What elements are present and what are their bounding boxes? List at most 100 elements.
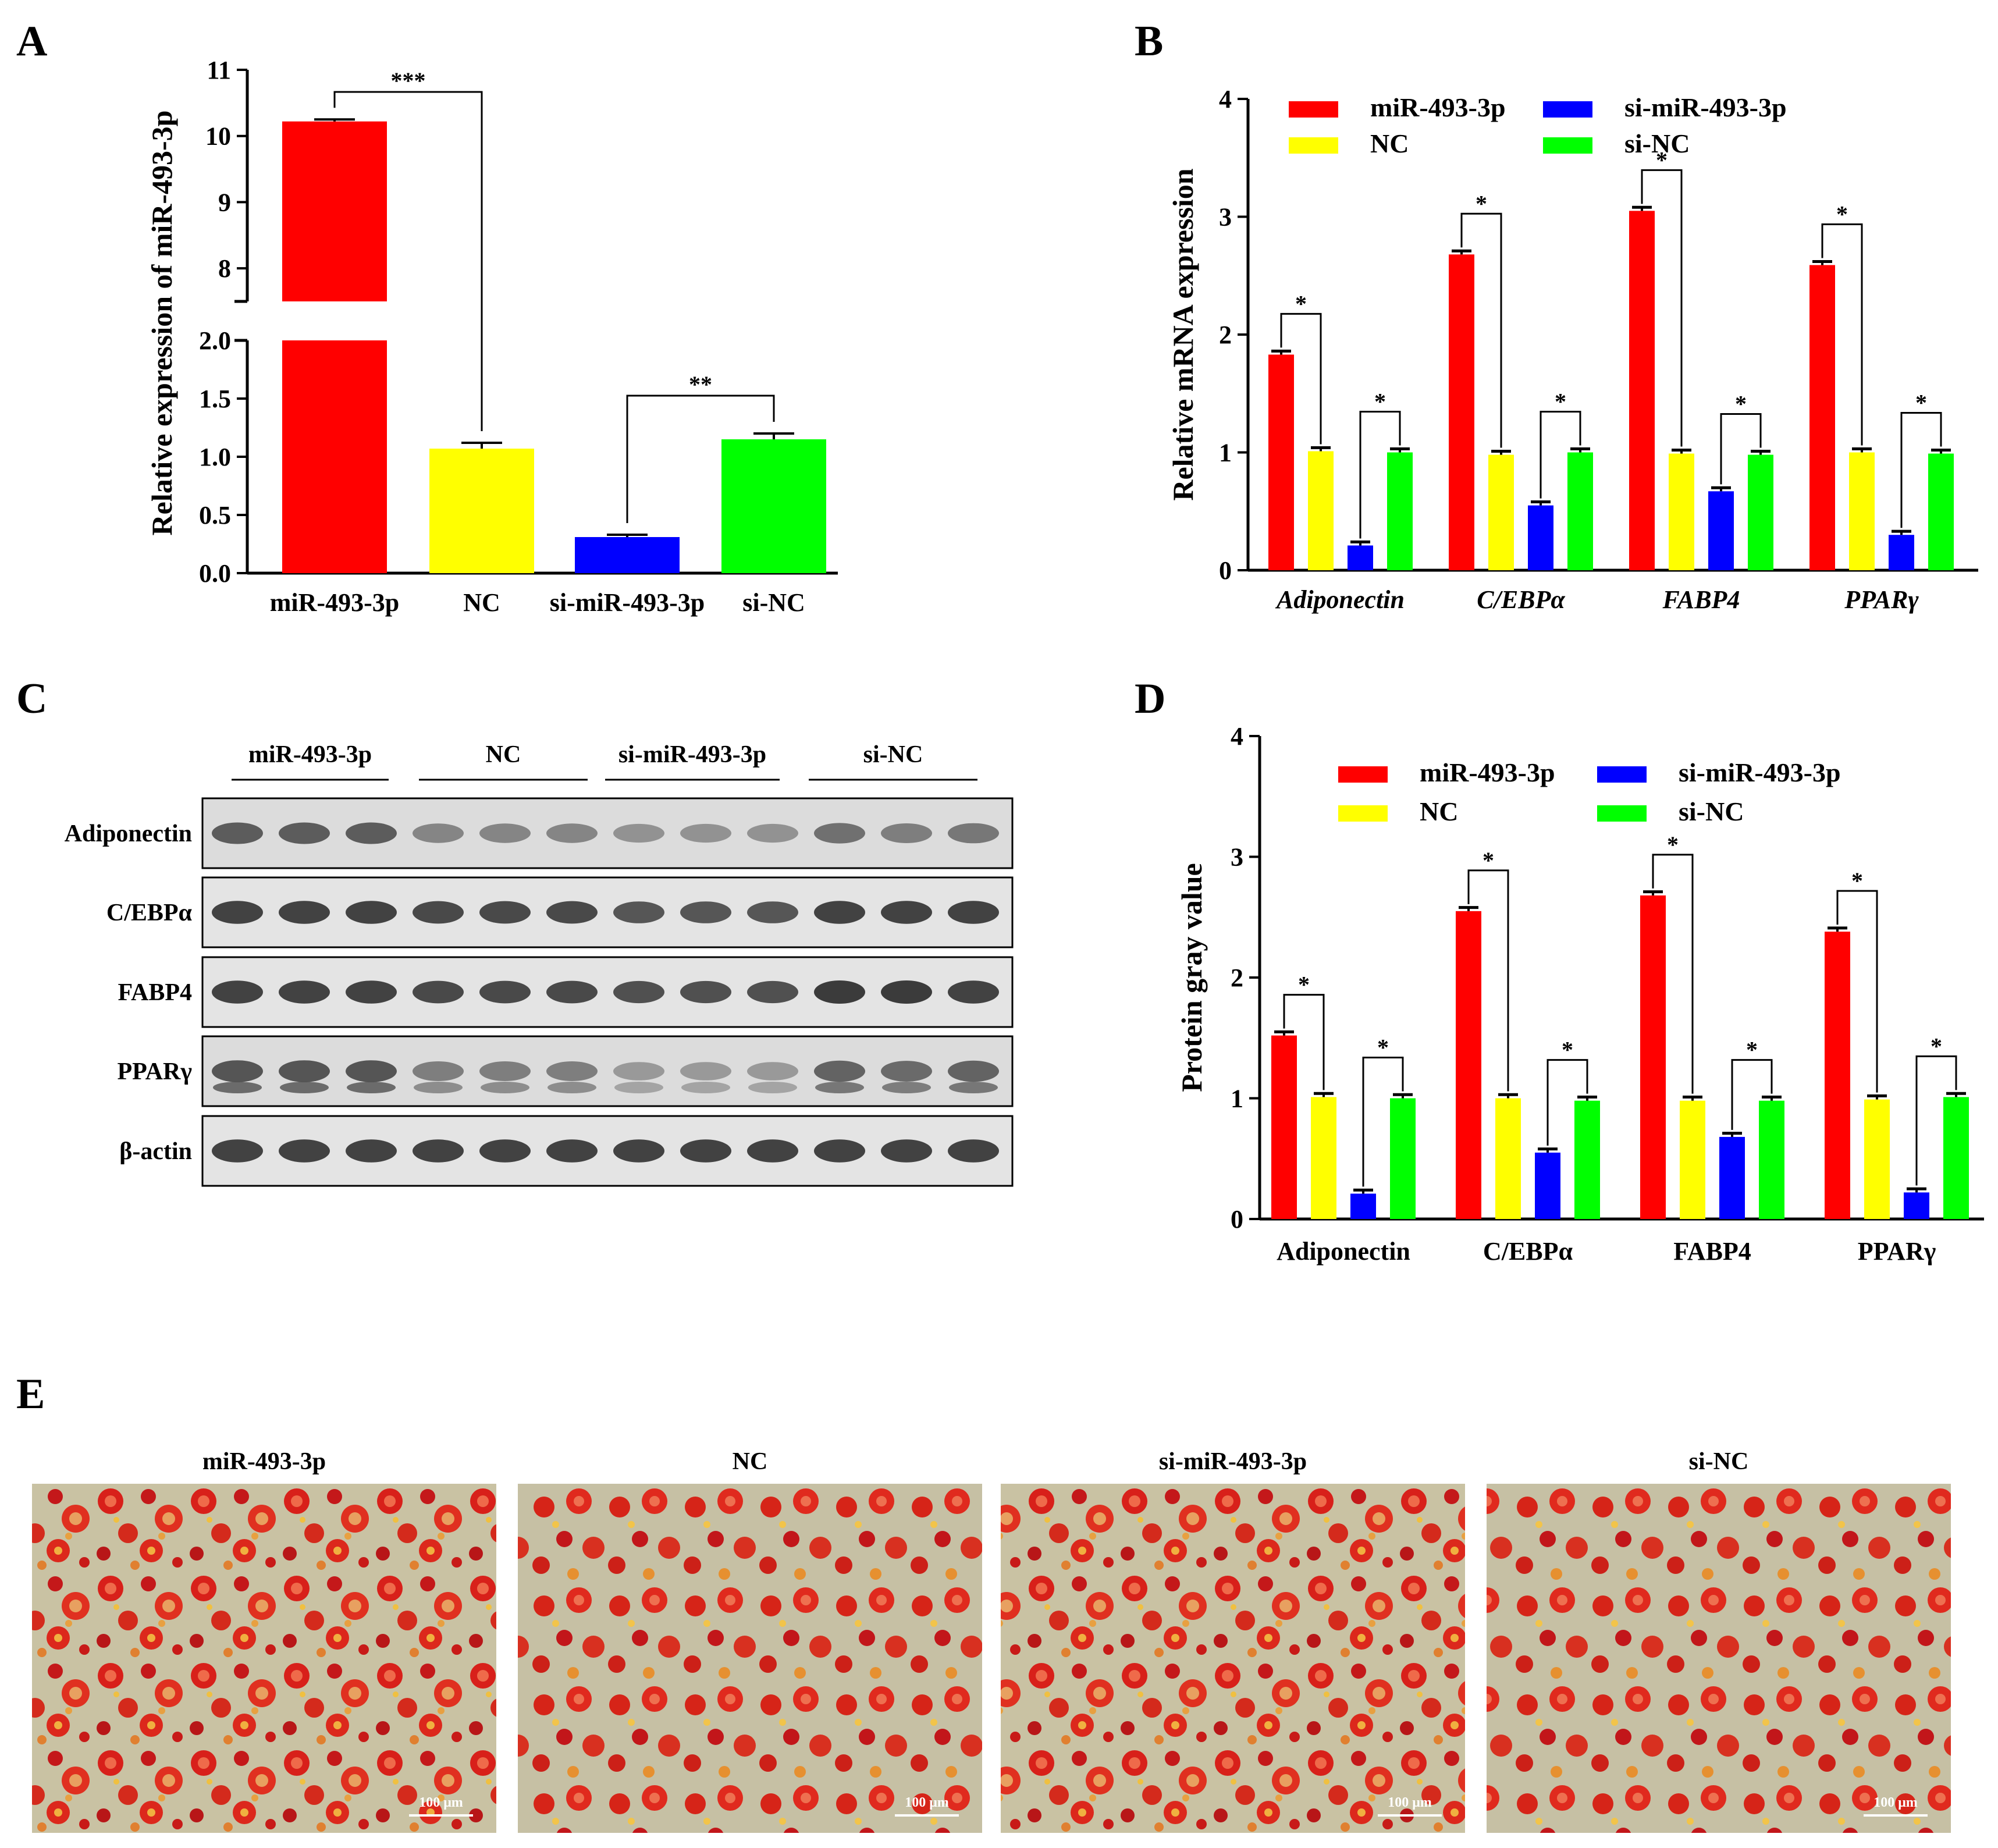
micrograph-title: si-NC bbox=[1689, 1448, 1749, 1475]
bar-si-NC-FABP4 bbox=[1748, 454, 1773, 570]
significance-label: * bbox=[1374, 389, 1386, 415]
blot-band bbox=[613, 1139, 664, 1163]
bar-si-NC-Adiponectin bbox=[1390, 1098, 1416, 1219]
significance-label: * bbox=[1836, 201, 1848, 228]
blot-band bbox=[212, 1139, 263, 1163]
y-tick-label: 0.5 bbox=[199, 501, 231, 529]
blot-group-label: NC bbox=[486, 741, 521, 768]
bar-si-miR-493-3p-C/EBPα bbox=[1535, 1152, 1560, 1219]
bar-miR-493-3p-PPARγ bbox=[1809, 265, 1835, 570]
blot-band bbox=[881, 1061, 932, 1082]
panel-label-b: B bbox=[1135, 17, 1163, 65]
panel-e-micrographs: miR-493-3p 100 μm NC 100 μm si-miR-493-3p 100… bbox=[32, 1448, 1951, 1833]
legend-label: NC bbox=[1370, 129, 1409, 158]
blot-band bbox=[347, 1082, 396, 1093]
bar-NC-FABP4 bbox=[1669, 453, 1694, 570]
significance-bracket bbox=[1283, 994, 1325, 1090]
bar-si-miR-493-3p bbox=[575, 537, 680, 573]
significance-label: * bbox=[1915, 390, 1927, 416]
blot-band bbox=[346, 1060, 397, 1082]
blot-band bbox=[279, 901, 330, 924]
x-category-label: PPARγ bbox=[1858, 1237, 1936, 1266]
blot-band bbox=[413, 901, 464, 924]
y-axis-title: Relative mRNA expression bbox=[1167, 168, 1199, 500]
legend-label: NC bbox=[1420, 797, 1458, 826]
blot-strip bbox=[201, 956, 1014, 1028]
bar-miR-493-3p-Adiponectin bbox=[1268, 354, 1294, 570]
blot-band bbox=[212, 901, 263, 924]
blot-band bbox=[346, 980, 397, 1004]
y-tick-label: 3 bbox=[1231, 843, 1243, 872]
bar-si-miR-493-3p-PPARγ bbox=[1889, 535, 1914, 570]
significance-label: * bbox=[1656, 147, 1668, 173]
blot-band bbox=[680, 1139, 731, 1163]
blot-band bbox=[881, 980, 932, 1004]
micrograph-title: si-miR-493-3p bbox=[1159, 1448, 1307, 1475]
blot-band bbox=[614, 1082, 663, 1093]
legend-label: si-miR-493-3p bbox=[1624, 93, 1787, 122]
significance-bracket bbox=[1280, 312, 1322, 445]
x-category-label: C/EBPα bbox=[1477, 585, 1565, 614]
bar-miR-493-3p-Adiponectin bbox=[1271, 1035, 1297, 1219]
x-category-label: miR-493-3p bbox=[270, 588, 399, 617]
blot-band bbox=[413, 980, 464, 1004]
legend-swatch bbox=[1597, 805, 1647, 822]
significance-bracket bbox=[1821, 223, 1863, 446]
micrograph-image bbox=[518, 1484, 982, 1833]
blot-band bbox=[479, 823, 531, 843]
panel-a-chart: 0.0 0.5 1.0 1.5 2.0 8 9 10 11 Relative expression… bbox=[145, 56, 838, 617]
blot-strip bbox=[201, 1035, 1014, 1107]
significance-bracket bbox=[1836, 890, 1878, 1093]
blot-band bbox=[546, 980, 598, 1004]
x-category-label: si-miR-493-3p bbox=[550, 588, 705, 617]
blot-band bbox=[546, 1139, 598, 1163]
significance-bracket bbox=[333, 91, 483, 431]
significance-label: *** bbox=[391, 67, 426, 94]
scale-bar-label: 100 μm bbox=[905, 1795, 949, 1810]
bar-miR-493-3p-C/EBPα bbox=[1456, 911, 1481, 1219]
blot-band bbox=[213, 1082, 262, 1093]
legend-swatch bbox=[1289, 137, 1338, 154]
significance-bracket bbox=[1540, 411, 1581, 499]
y-tick-label: 10 bbox=[205, 122, 231, 151]
blot-band bbox=[948, 980, 999, 1004]
bar-NC-C/EBPα bbox=[1488, 454, 1514, 570]
bar-miR-493-3p-C/EBPα bbox=[1449, 254, 1474, 570]
blot-band bbox=[948, 1139, 999, 1163]
x-category-label: si-NC bbox=[742, 588, 805, 617]
blot-strip bbox=[201, 1115, 1014, 1187]
blot-band bbox=[479, 1139, 531, 1163]
scale-bar-label: 100 μm bbox=[1388, 1795, 1432, 1810]
blot-band bbox=[815, 1082, 864, 1093]
blot-protein-label: Adiponectin bbox=[65, 820, 192, 847]
legend-label: si-NC bbox=[1679, 797, 1744, 826]
panel-label-d: D bbox=[1135, 675, 1165, 723]
blot-protein-label: β-actin bbox=[119, 1138, 192, 1165]
panel-label-a: A bbox=[16, 17, 47, 65]
blot-band bbox=[279, 1139, 330, 1163]
blot-band bbox=[748, 1082, 797, 1093]
significance-bracket bbox=[1731, 1059, 1773, 1130]
y-tick-label: 2.0 bbox=[199, 326, 231, 355]
y-tick-label: 9 bbox=[218, 188, 231, 216]
blot-band bbox=[479, 1061, 531, 1081]
y-tick-label: 0 bbox=[1219, 556, 1232, 585]
y-tick-label: 1.0 bbox=[199, 443, 231, 471]
y-tick-label: 1 bbox=[1219, 439, 1232, 467]
bar-si-miR-493-3p-Adiponectin bbox=[1350, 1193, 1376, 1219]
blot-band bbox=[546, 1061, 598, 1081]
blot-band bbox=[747, 1062, 798, 1081]
blot-group-label: si-miR-493-3p bbox=[618, 741, 766, 768]
significance-bracket bbox=[1467, 869, 1509, 1092]
y-tick-label: 2 bbox=[1231, 964, 1243, 992]
micrograph-title: NC bbox=[733, 1448, 768, 1475]
blot-protein-label: PPARγ bbox=[117, 1058, 192, 1085]
blot-band bbox=[814, 980, 865, 1004]
legend-swatch bbox=[1289, 101, 1338, 118]
panel-label-c: C bbox=[16, 675, 47, 723]
bar-NC-Adiponectin bbox=[1311, 1097, 1336, 1219]
micrograph-title: miR-493-3p bbox=[202, 1448, 326, 1475]
bar-NC-PPARγ bbox=[1849, 452, 1875, 570]
panel-label-e: E bbox=[16, 1370, 45, 1418]
legend-swatch bbox=[1597, 766, 1647, 783]
